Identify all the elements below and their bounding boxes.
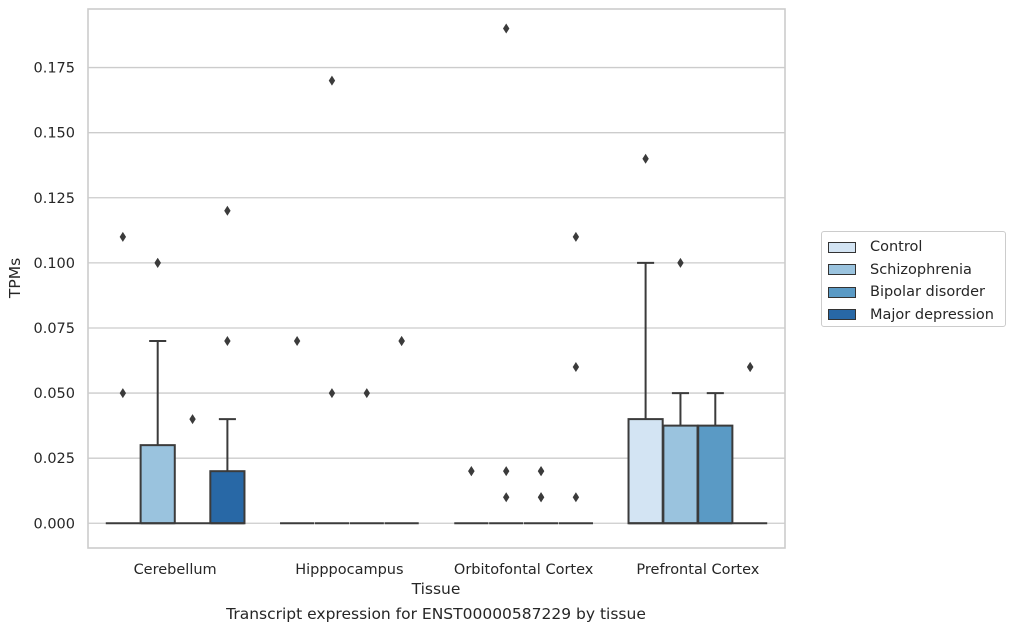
legend-swatch	[828, 286, 856, 298]
outlier-points	[119, 23, 754, 503]
y-tick-label: 0.175	[33, 61, 75, 77]
y-tick-label: 0.050	[33, 386, 75, 402]
outlier-marker	[189, 414, 196, 425]
outlier-marker	[119, 388, 127, 399]
outlier-marker	[503, 23, 510, 34]
outlier-marker	[537, 466, 545, 477]
box-rect	[209, 470, 246, 525]
outlier-marker	[677, 257, 684, 268]
outlier-marker	[398, 335, 405, 346]
x-tick-label: Hipppocampus	[295, 562, 403, 578]
outlier-marker	[572, 231, 580, 242]
outlier-marker	[503, 492, 510, 503]
outlier-marker	[503, 466, 510, 477]
box-rect	[627, 418, 664, 525]
outlier-marker	[328, 75, 336, 86]
legend-label: Control	[870, 239, 923, 256]
x-tick-label: Cerebellum	[134, 562, 217, 578]
box-bipolar-disorder	[697, 392, 734, 525]
y-tick-label: 0.075	[33, 321, 75, 337]
outlier-marker	[572, 362, 580, 373]
legend-item: Bipolar disorder	[828, 281, 1005, 304]
legend: Control Schizophrenia Bipolar disorder Majo…	[821, 231, 1006, 327]
outlier-marker	[154, 257, 161, 268]
legend-swatch	[828, 309, 856, 321]
outlier-marker	[746, 362, 754, 373]
grid-lines	[88, 66, 785, 524]
x-axis-label: Tissue	[411, 580, 461, 598]
legend-item: Control	[828, 236, 1005, 259]
legend-item: Major depression	[828, 304, 1005, 327]
y-tick-label: 0.100	[33, 256, 75, 272]
y-tick-label: 0.125	[33, 191, 75, 207]
box-rect	[662, 424, 699, 525]
outlier-marker	[572, 492, 580, 503]
outlier-marker	[642, 153, 649, 164]
x-tick-label: Prefrontal Cortex	[636, 562, 759, 578]
chart-caption: Transcript expression for ENST0000058722…	[226, 605, 646, 623]
outlier-marker	[224, 205, 231, 216]
outlier-marker	[363, 388, 370, 399]
x-axis-ticks: Cerebellum Hipppocampus Orbitofontal Corte…	[134, 562, 760, 578]
box-groups	[105, 261, 768, 525]
outlier-marker	[119, 231, 127, 242]
legend-swatch	[828, 264, 856, 276]
outlier-marker	[468, 466, 475, 477]
y-tick-label: 0.000	[33, 516, 75, 532]
plot-frame	[87, 8, 786, 549]
legend-label: Bipolar disorder	[870, 284, 985, 301]
y-axis-ticks: 0.000 0.025 0.050 0.075 0.100 0.125 0.150 0.175	[33, 61, 75, 533]
x-tick-label: Orbitofontal Cortex	[454, 562, 594, 578]
box-schizophrenia	[139, 339, 176, 525]
legend-label: Major depression	[870, 306, 994, 323]
box-schizophrenia	[662, 392, 699, 525]
legend-label: Schizophrenia	[870, 261, 972, 278]
box-major-depression	[209, 418, 246, 525]
box-rect	[697, 424, 734, 525]
y-axis-label: TPMs	[6, 258, 24, 299]
box-rect	[139, 444, 176, 525]
outlier-marker	[328, 388, 336, 399]
outlier-marker	[224, 335, 231, 346]
y-tick-label: 0.150	[33, 126, 75, 142]
y-tick-label: 0.025	[33, 451, 75, 467]
legend-swatch	[828, 241, 856, 253]
outlier-marker	[537, 492, 545, 503]
legend-item: Schizophrenia	[828, 259, 1005, 282]
outlier-marker	[293, 335, 301, 346]
